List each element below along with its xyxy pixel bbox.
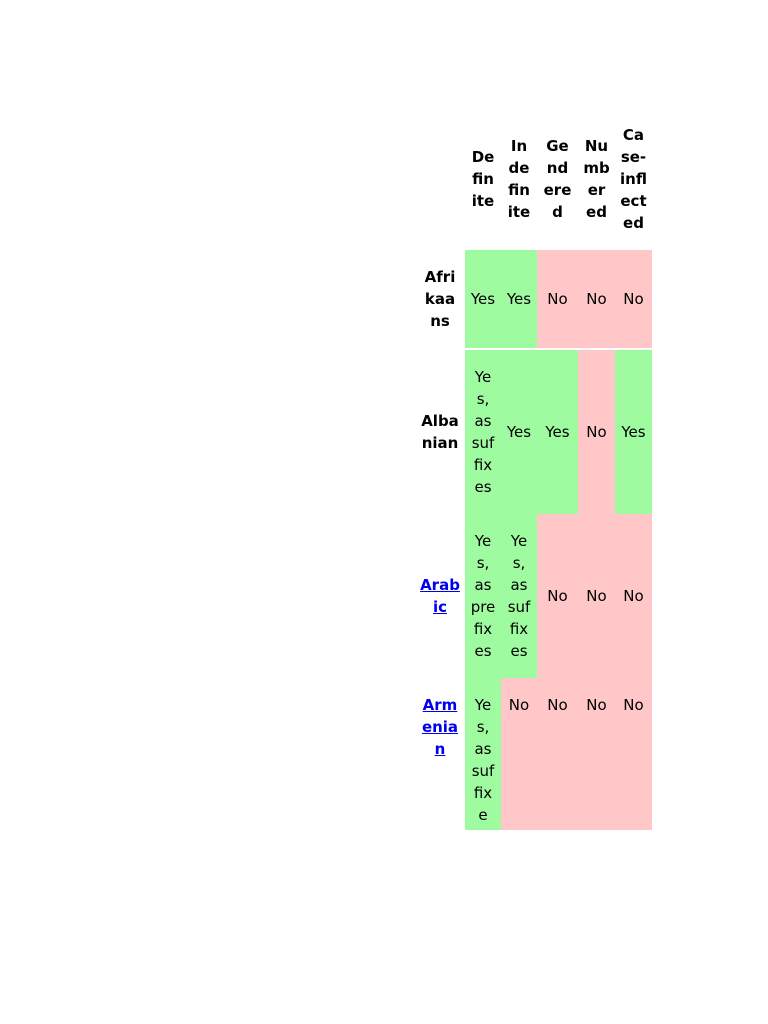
cell: No	[537, 678, 578, 830]
language-link[interactable]: Arabic	[420, 576, 460, 616]
header-row: Definite Indefinite Gendered Numbered Ca…	[415, 108, 652, 250]
corner-cell	[415, 108, 465, 250]
cell: No	[501, 678, 537, 830]
row-header: Albanian	[421, 412, 459, 452]
cell: Yes, as suffixes	[465, 349, 501, 514]
cell: No	[615, 250, 652, 350]
cell: Yes	[501, 250, 537, 350]
cell: Yes, as suffixes	[501, 514, 537, 678]
column-header: Numbered	[583, 137, 610, 221]
cell: Yes, as prefixes	[465, 514, 501, 678]
row: Albanian Yes, as suffixes Yes Yes No Yes	[415, 349, 652, 514]
cell: No	[537, 514, 578, 678]
cell: Yes	[501, 349, 537, 514]
cell: Yes	[465, 250, 501, 350]
cell: No	[578, 514, 615, 678]
row-header: Arabic	[415, 514, 465, 678]
cell: No	[578, 250, 615, 350]
column-header: Definite	[471, 148, 495, 210]
row: Afrikaans Yes Yes No No No	[415, 250, 652, 350]
cell: No	[615, 514, 652, 678]
language-link[interactable]: Armenian	[421, 696, 459, 758]
row: Arabic Yes, as prefixes Yes, as suffixes…	[415, 514, 652, 678]
row: Armenian Yes, as suffixe No No No No	[415, 678, 652, 830]
cell: No	[615, 678, 652, 830]
articles-table: Definite Indefinite Gendered Numbered Ca…	[415, 108, 652, 830]
column-header: Case-inflected	[620, 126, 647, 232]
cell: Yes, as suffixe	[465, 678, 501, 830]
column-header: Indefinite	[507, 137, 531, 221]
row-header: Afrikaans	[415, 250, 465, 350]
column-header: Gendered	[543, 137, 572, 221]
cell: Yes	[615, 349, 652, 514]
cell: Yes	[537, 349, 578, 514]
cell: No	[578, 678, 615, 830]
cell: No	[578, 349, 615, 514]
row-header: Armenian	[415, 678, 465, 830]
cell: No	[537, 250, 578, 350]
